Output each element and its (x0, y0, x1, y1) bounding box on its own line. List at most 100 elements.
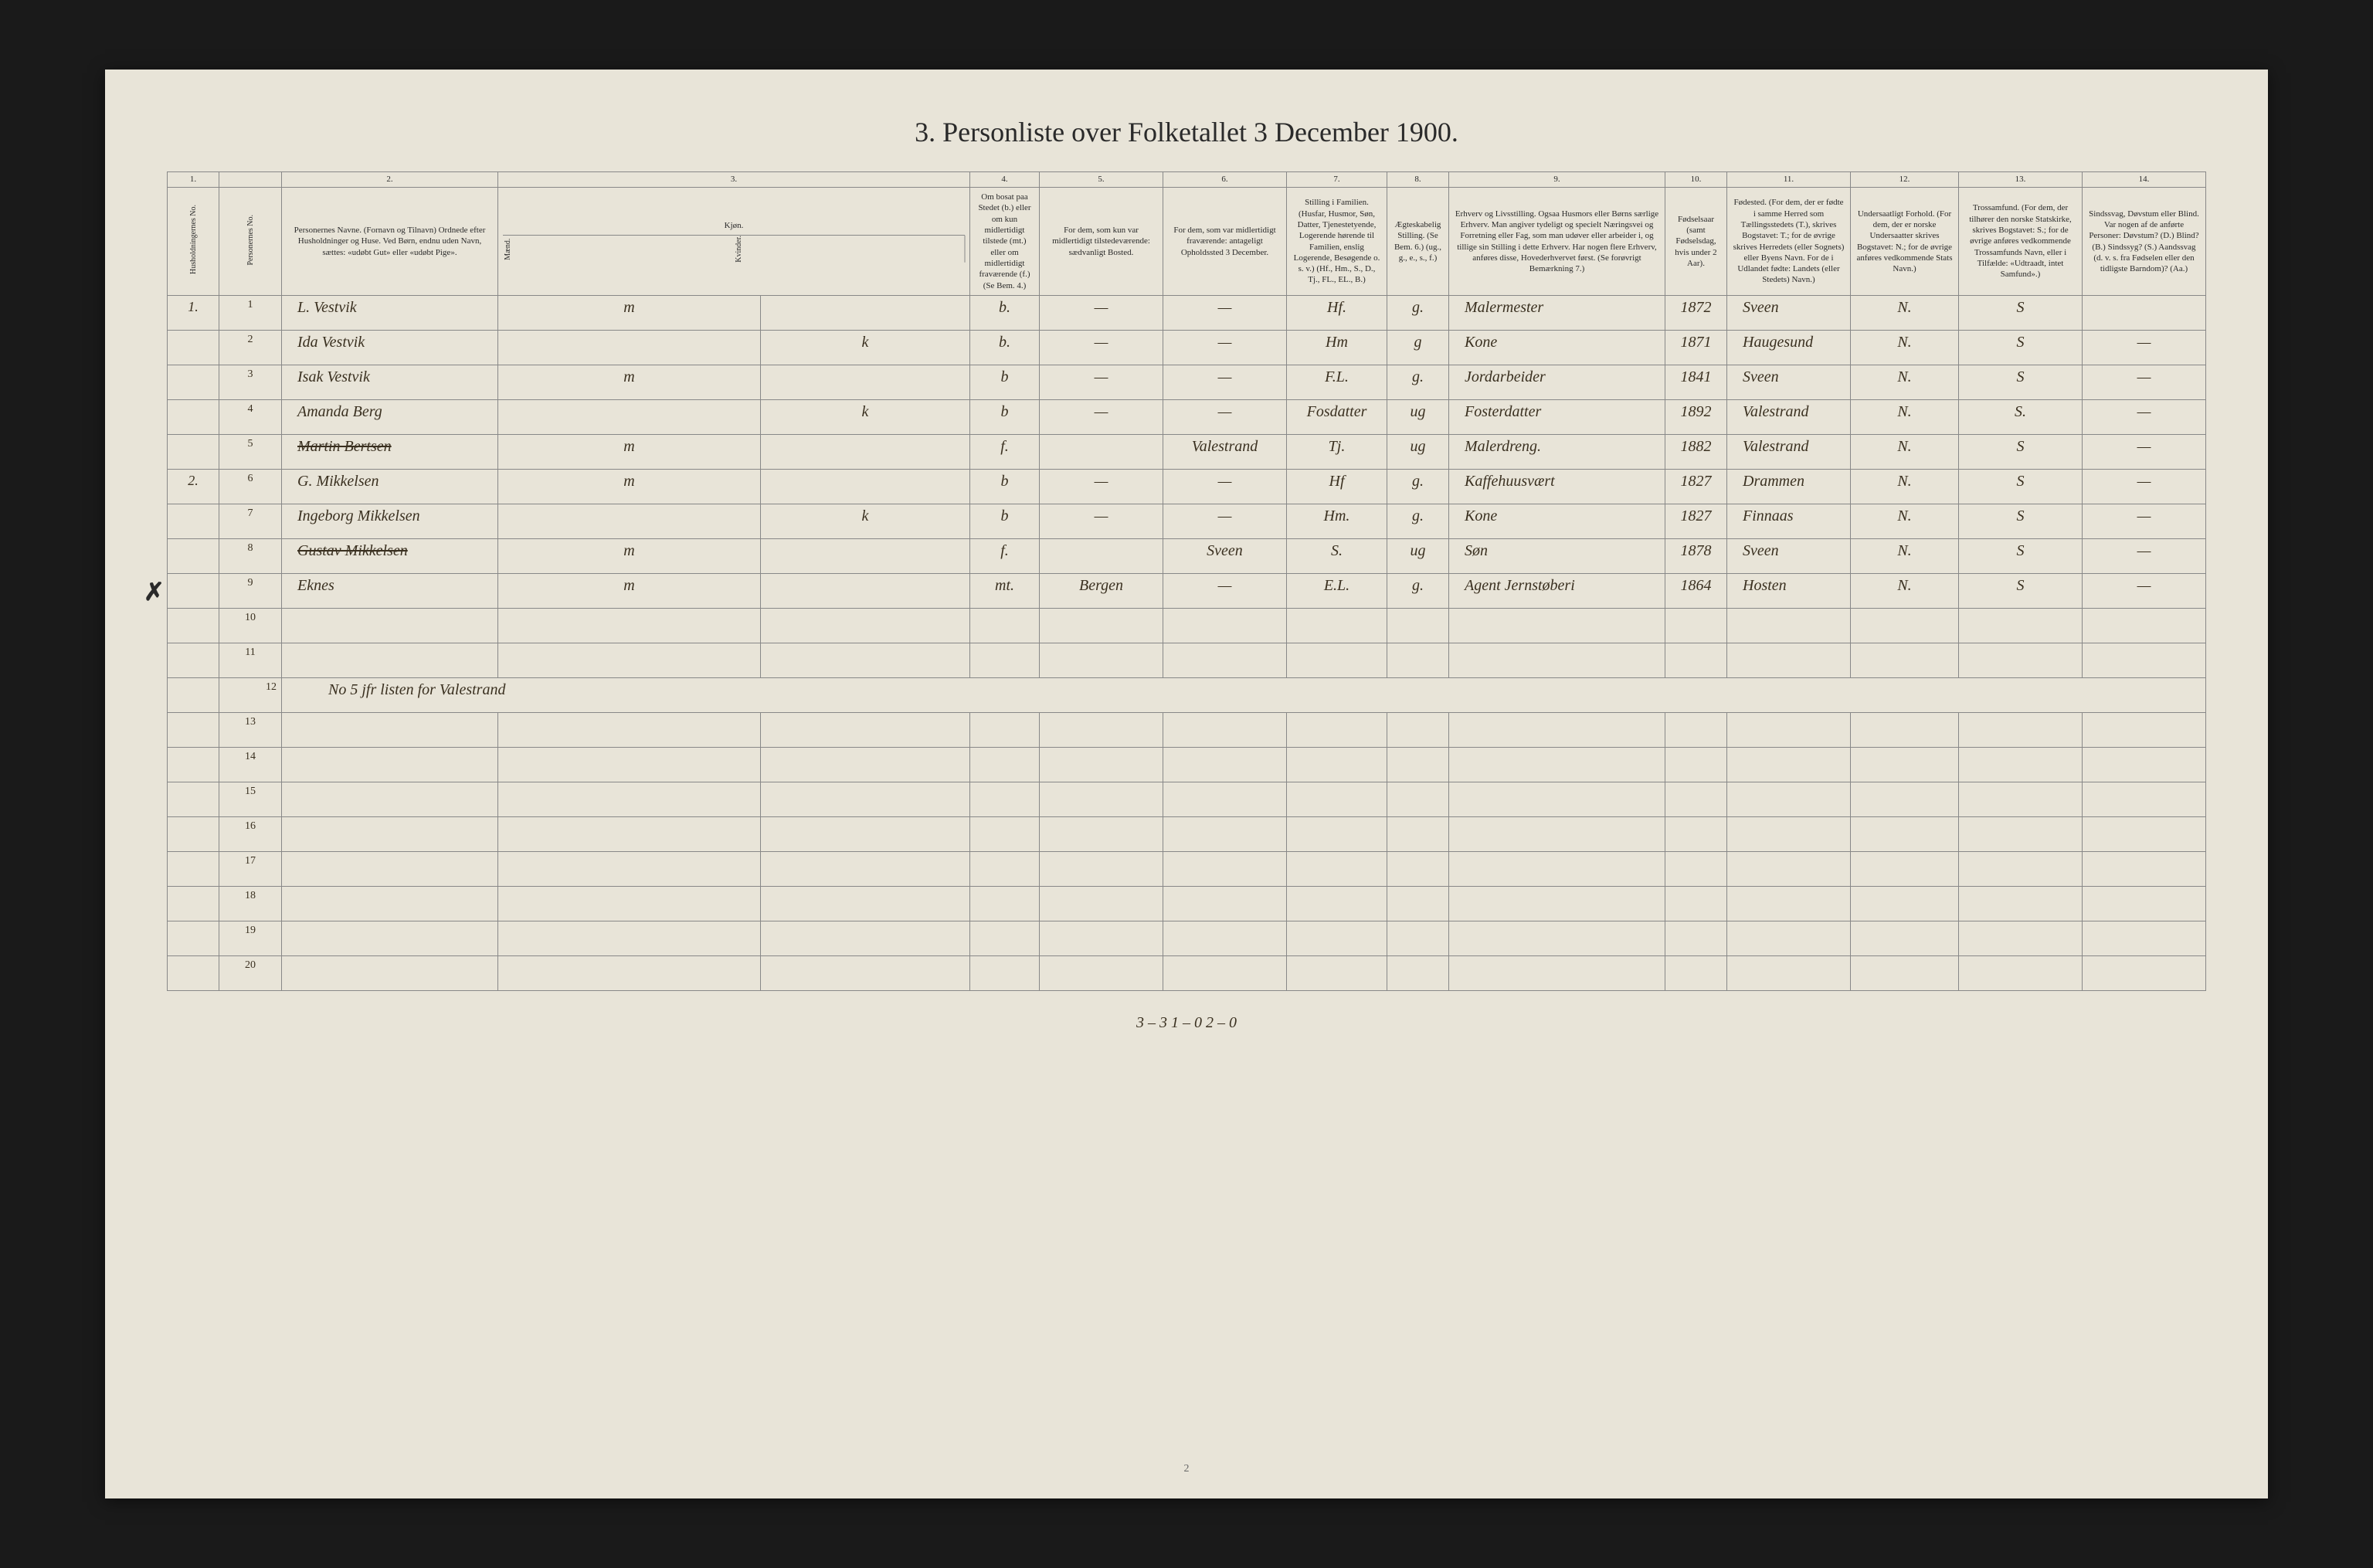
cell-fsted: Valestrand (1727, 435, 1851, 470)
cell-fsted: Sveen (1727, 539, 1851, 574)
cell-empty (760, 748, 969, 782)
header-labels-row: Husholdningernes No. Personernes No. Per… (168, 188, 2206, 296)
cell-hh (168, 539, 219, 574)
cell-empty (1449, 748, 1665, 782)
cell-und: N. (1851, 331, 1959, 365)
colnum-7: 7. (1287, 172, 1387, 188)
cell-empty (498, 817, 761, 852)
cell-empty (1287, 609, 1387, 643)
cell-hh (168, 887, 219, 921)
cell-tros: S (1959, 470, 2083, 504)
cell-tros: S (1959, 296, 2083, 331)
hdr-kjon-k: Kvinder. (734, 236, 966, 263)
cell-empty (1727, 817, 1851, 852)
cell-kjon-k (760, 435, 969, 470)
cell-empty (282, 748, 498, 782)
cell-sind: — (2083, 539, 2206, 574)
cell-tilstede: — (1040, 365, 1163, 400)
cell-stillfam: Hf (1287, 470, 1387, 504)
cell-empty (1287, 782, 1387, 817)
cell-pn: 16 (219, 817, 282, 852)
cell-kjon-m (498, 504, 761, 539)
cell-name: Amanda Berg (282, 400, 498, 435)
cell-empty (1387, 817, 1449, 852)
cell-empty (498, 956, 761, 991)
cell-name: ✗Eknes (282, 574, 498, 609)
cell-erhverv: Jordarbeider (1449, 365, 1665, 400)
table-row: 11 (168, 643, 2206, 678)
cell-empty (2083, 609, 2206, 643)
cell-empty (282, 609, 498, 643)
cell-und: N. (1851, 365, 1959, 400)
cell-empty (760, 817, 969, 852)
cell-empty (1449, 852, 1665, 887)
cell-empty (1959, 748, 2083, 782)
cell-pn: 9 (219, 574, 282, 609)
page-title: 3. Personliste over Folketallet 3 Decemb… (167, 116, 2206, 148)
cell-empty (1665, 643, 1727, 678)
cell-hh (168, 782, 219, 817)
cell-kjon-m (498, 400, 761, 435)
cell-pn: 2 (219, 331, 282, 365)
cell-aegt: g (1387, 331, 1449, 365)
cell-kjon-k (760, 296, 969, 331)
cell-aegt: g. (1387, 365, 1449, 400)
cell-empty (1449, 609, 1665, 643)
cell-empty (1387, 852, 1449, 887)
cell-empty (1163, 887, 1287, 921)
cell-bosat: mt. (970, 574, 1040, 609)
cell-bosat: b (970, 400, 1040, 435)
cell-pn: 18 (219, 887, 282, 921)
colnum-1: 1. (168, 172, 219, 188)
cell-kjon-m: m (498, 435, 761, 470)
hdr-stillfam: Stilling i Familien. (Husfar, Husmor, Sø… (1287, 188, 1387, 296)
tally-row: 3 – 3 1 – 0 2 – 0 (168, 991, 2206, 1036)
cell-empty (1851, 852, 1959, 887)
table-row: 1. 1 L. Vestvik m b. — — Hf. g. Malermes… (168, 296, 2206, 331)
cell-aar: 1864 (1665, 574, 1727, 609)
cell-empty (282, 643, 498, 678)
cell-empty (760, 852, 969, 887)
cell-empty (1959, 852, 2083, 887)
cell-sind: — (2083, 470, 2206, 504)
cell-empty (1959, 817, 2083, 852)
cell-empty (1851, 887, 1959, 921)
cell-pn: 12 (219, 678, 282, 713)
cell-erhverv: Agent Jernstøberi (1449, 574, 1665, 609)
cell-kjon-k (760, 365, 969, 400)
cell-pn: 20 (219, 956, 282, 991)
hdr-bosat: Om bosat paa Stedet (b.) eller om kun mi… (970, 188, 1040, 296)
table-row: 18 (168, 887, 2206, 921)
hdr-name: Personernes Navne. (Fornavn og Tilnavn) … (282, 188, 498, 296)
table-row: 8 Gustav Mikkelsen m f. Sveen S. ug Søn … (168, 539, 2206, 574)
cell-fsted: Drammen (1727, 470, 1851, 504)
cell-aegt: g. (1387, 470, 1449, 504)
cell-hh (168, 504, 219, 539)
cell-empty (1287, 956, 1387, 991)
cell-empty (1727, 609, 1851, 643)
cell-empty (760, 782, 969, 817)
table-row: 13 (168, 713, 2206, 748)
cell-kjon-k (760, 539, 969, 574)
cell-empty (1287, 921, 1387, 956)
cell-fsted: Finnaas (1727, 504, 1851, 539)
cell-tros: S (1959, 331, 2083, 365)
cell-tilstede: — (1040, 504, 1163, 539)
cell-empty (2083, 817, 2206, 852)
cell-empty (1163, 782, 1287, 817)
cell-empty (1665, 887, 1727, 921)
cell-hh (168, 817, 219, 852)
cell-kjon-m: m (498, 539, 761, 574)
cell-empty (1665, 782, 1727, 817)
cell-aegt: g. (1387, 574, 1449, 609)
cell-empty (1959, 887, 2083, 921)
cell-empty (970, 713, 1040, 748)
table-row: 3 Isak Vestvik m b — — F.L. g. Jordarbei… (168, 365, 2206, 400)
cell-pn: 4 (219, 400, 282, 435)
cell-tilstede (1040, 435, 1163, 470)
cell-empty (1287, 852, 1387, 887)
cell-aar: 1872 (1665, 296, 1727, 331)
cell-sind (2083, 296, 2206, 331)
hdr-tilstede: For dem, som kun var midlertidigt tilste… (1040, 188, 1163, 296)
cell-empty (1851, 921, 1959, 956)
